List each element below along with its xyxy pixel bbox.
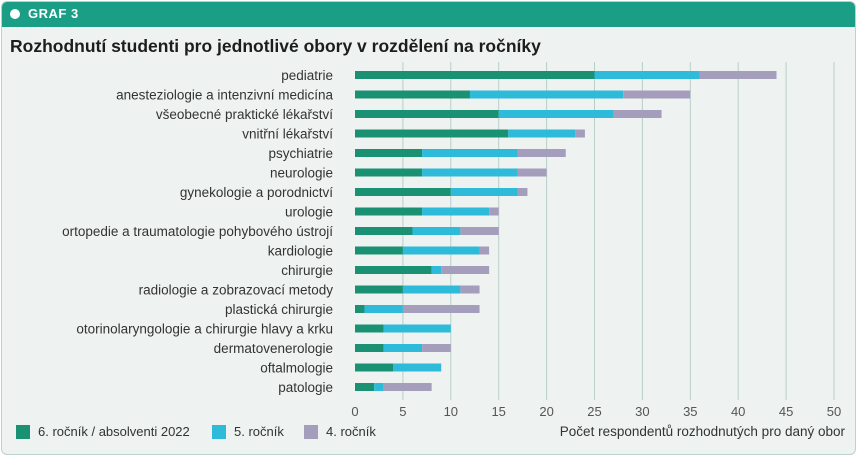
category-label: urologie: [285, 205, 333, 220]
bar-segment: [355, 149, 423, 157]
x-tick-label: 40: [731, 404, 745, 419]
x-axis-label: Počet respondentů rozhodnutých pro daný …: [559, 424, 845, 439]
legend-item-4-rocnik: 4. ročník: [304, 424, 376, 439]
bar-segment: [374, 383, 384, 391]
bar-segment: [355, 227, 413, 235]
x-tick-label: 5: [399, 404, 406, 419]
bar-segment: [441, 266, 490, 274]
bar-segment: [460, 227, 499, 235]
bar-segment: [355, 324, 384, 333]
bar-segment: [383, 383, 432, 391]
category-label: všeobecné praktické lékařství: [156, 107, 333, 122]
category-label: oftalmologie: [260, 361, 333, 376]
x-tick-label: 10: [444, 404, 458, 419]
bar-segment: [479, 246, 490, 255]
x-tick-label: 30: [635, 404, 649, 419]
bar-segment: [517, 149, 566, 157]
legend-item-5-rocnik: 5. ročník: [212, 424, 284, 439]
bar-segment: [383, 344, 423, 352]
legend-label-4-rocnik: 4. ročník: [326, 424, 376, 439]
chart-title: Rozhodnutí studenti pro jednotlivé obory…: [10, 36, 541, 56]
x-tick-label: 20: [539, 404, 553, 419]
category-label: dermatovenerologie: [214, 341, 333, 356]
bar-segment: [355, 90, 470, 99]
bar-segment: [431, 266, 442, 274]
bar-segment: [355, 305, 365, 313]
bar-segment: [355, 266, 432, 274]
bar-segment: [422, 168, 518, 177]
header-bar: GRAF 3: [2, 2, 855, 27]
bar-segment: [364, 305, 403, 313]
x-tick-label: 15: [491, 404, 505, 419]
header-label: GRAF 3: [28, 6, 79, 21]
bar-segment: [699, 71, 777, 79]
bar-segment: [355, 207, 423, 216]
bar-segment: [623, 90, 691, 99]
category-label: neurologie: [270, 166, 333, 181]
bar-segment: [355, 383, 375, 391]
bar-segment: [355, 246, 403, 255]
x-tick-label: 35: [683, 404, 697, 419]
bar-segment: [517, 168, 547, 177]
bar-segment: [460, 285, 480, 294]
category-label: anesteziologie a intenzivní medicína: [116, 88, 333, 103]
bar-segment: [594, 71, 700, 79]
legend-swatch-4-rocnik: [304, 424, 318, 439]
bar-segment: [469, 90, 624, 99]
legend-item-6-rocnik: 6. ročník / absolventi 2022: [16, 424, 190, 439]
legend-swatch-6-rocnik: [16, 424, 30, 439]
category-label: patologie: [278, 380, 333, 395]
bar-segment: [355, 129, 509, 138]
category-label: kardiologie: [268, 244, 333, 259]
bar-segment: [355, 363, 394, 372]
bar-segment: [422, 207, 490, 216]
category-label: radiologie a zobrazovací metody: [139, 283, 334, 298]
bar-segment: [402, 246, 480, 255]
bar-segment: [355, 168, 423, 177]
bar-segment: [383, 324, 451, 333]
bar-segment: [613, 110, 662, 118]
bar-segment: [355, 344, 384, 352]
category-label: chirurgie: [281, 263, 333, 278]
bar-segment: [517, 188, 528, 196]
bar-segment: [498, 110, 614, 118]
bar-segment: [402, 285, 461, 294]
category-label: ortopedie a traumatologie pohybového úst…: [62, 224, 333, 239]
category-label: vnitřní lékařství: [242, 127, 333, 142]
x-tick-label: 25: [587, 404, 601, 419]
category-label: pediatrie: [281, 68, 333, 83]
bar-segment: [422, 344, 451, 352]
x-tick-label: 0: [351, 404, 358, 419]
legend-label-6-rocnik: 6. ročník / absolventi 2022: [38, 424, 190, 439]
header-dot-icon: [10, 9, 20, 19]
bar-segment: [355, 71, 595, 79]
legend-label-5-rocnik: 5. ročník: [234, 424, 284, 439]
bar-segment: [575, 129, 585, 138]
category-label: plastická chirurgie: [225, 302, 333, 317]
x-tick-label: 50: [827, 404, 841, 419]
bar-segment: [402, 305, 480, 313]
category-label: gynekologie a porodnictví: [180, 185, 333, 200]
bar-segment: [355, 110, 499, 118]
bar-segment: [412, 227, 461, 235]
bar-segment: [450, 188, 518, 196]
x-tick-label: 45: [779, 404, 793, 419]
legend-swatch-5-rocnik: [212, 424, 226, 439]
bar-segment: [422, 149, 518, 157]
bar-segment: [508, 129, 576, 138]
category-label: otorinolaryngologie a chirurgie hlavy a …: [76, 322, 333, 337]
bar-segment: [355, 188, 451, 196]
category-label: psychiatrie: [268, 146, 333, 161]
bar-segment: [393, 363, 442, 372]
bar-segment: [355, 285, 403, 294]
bar-segment: [489, 207, 499, 216]
